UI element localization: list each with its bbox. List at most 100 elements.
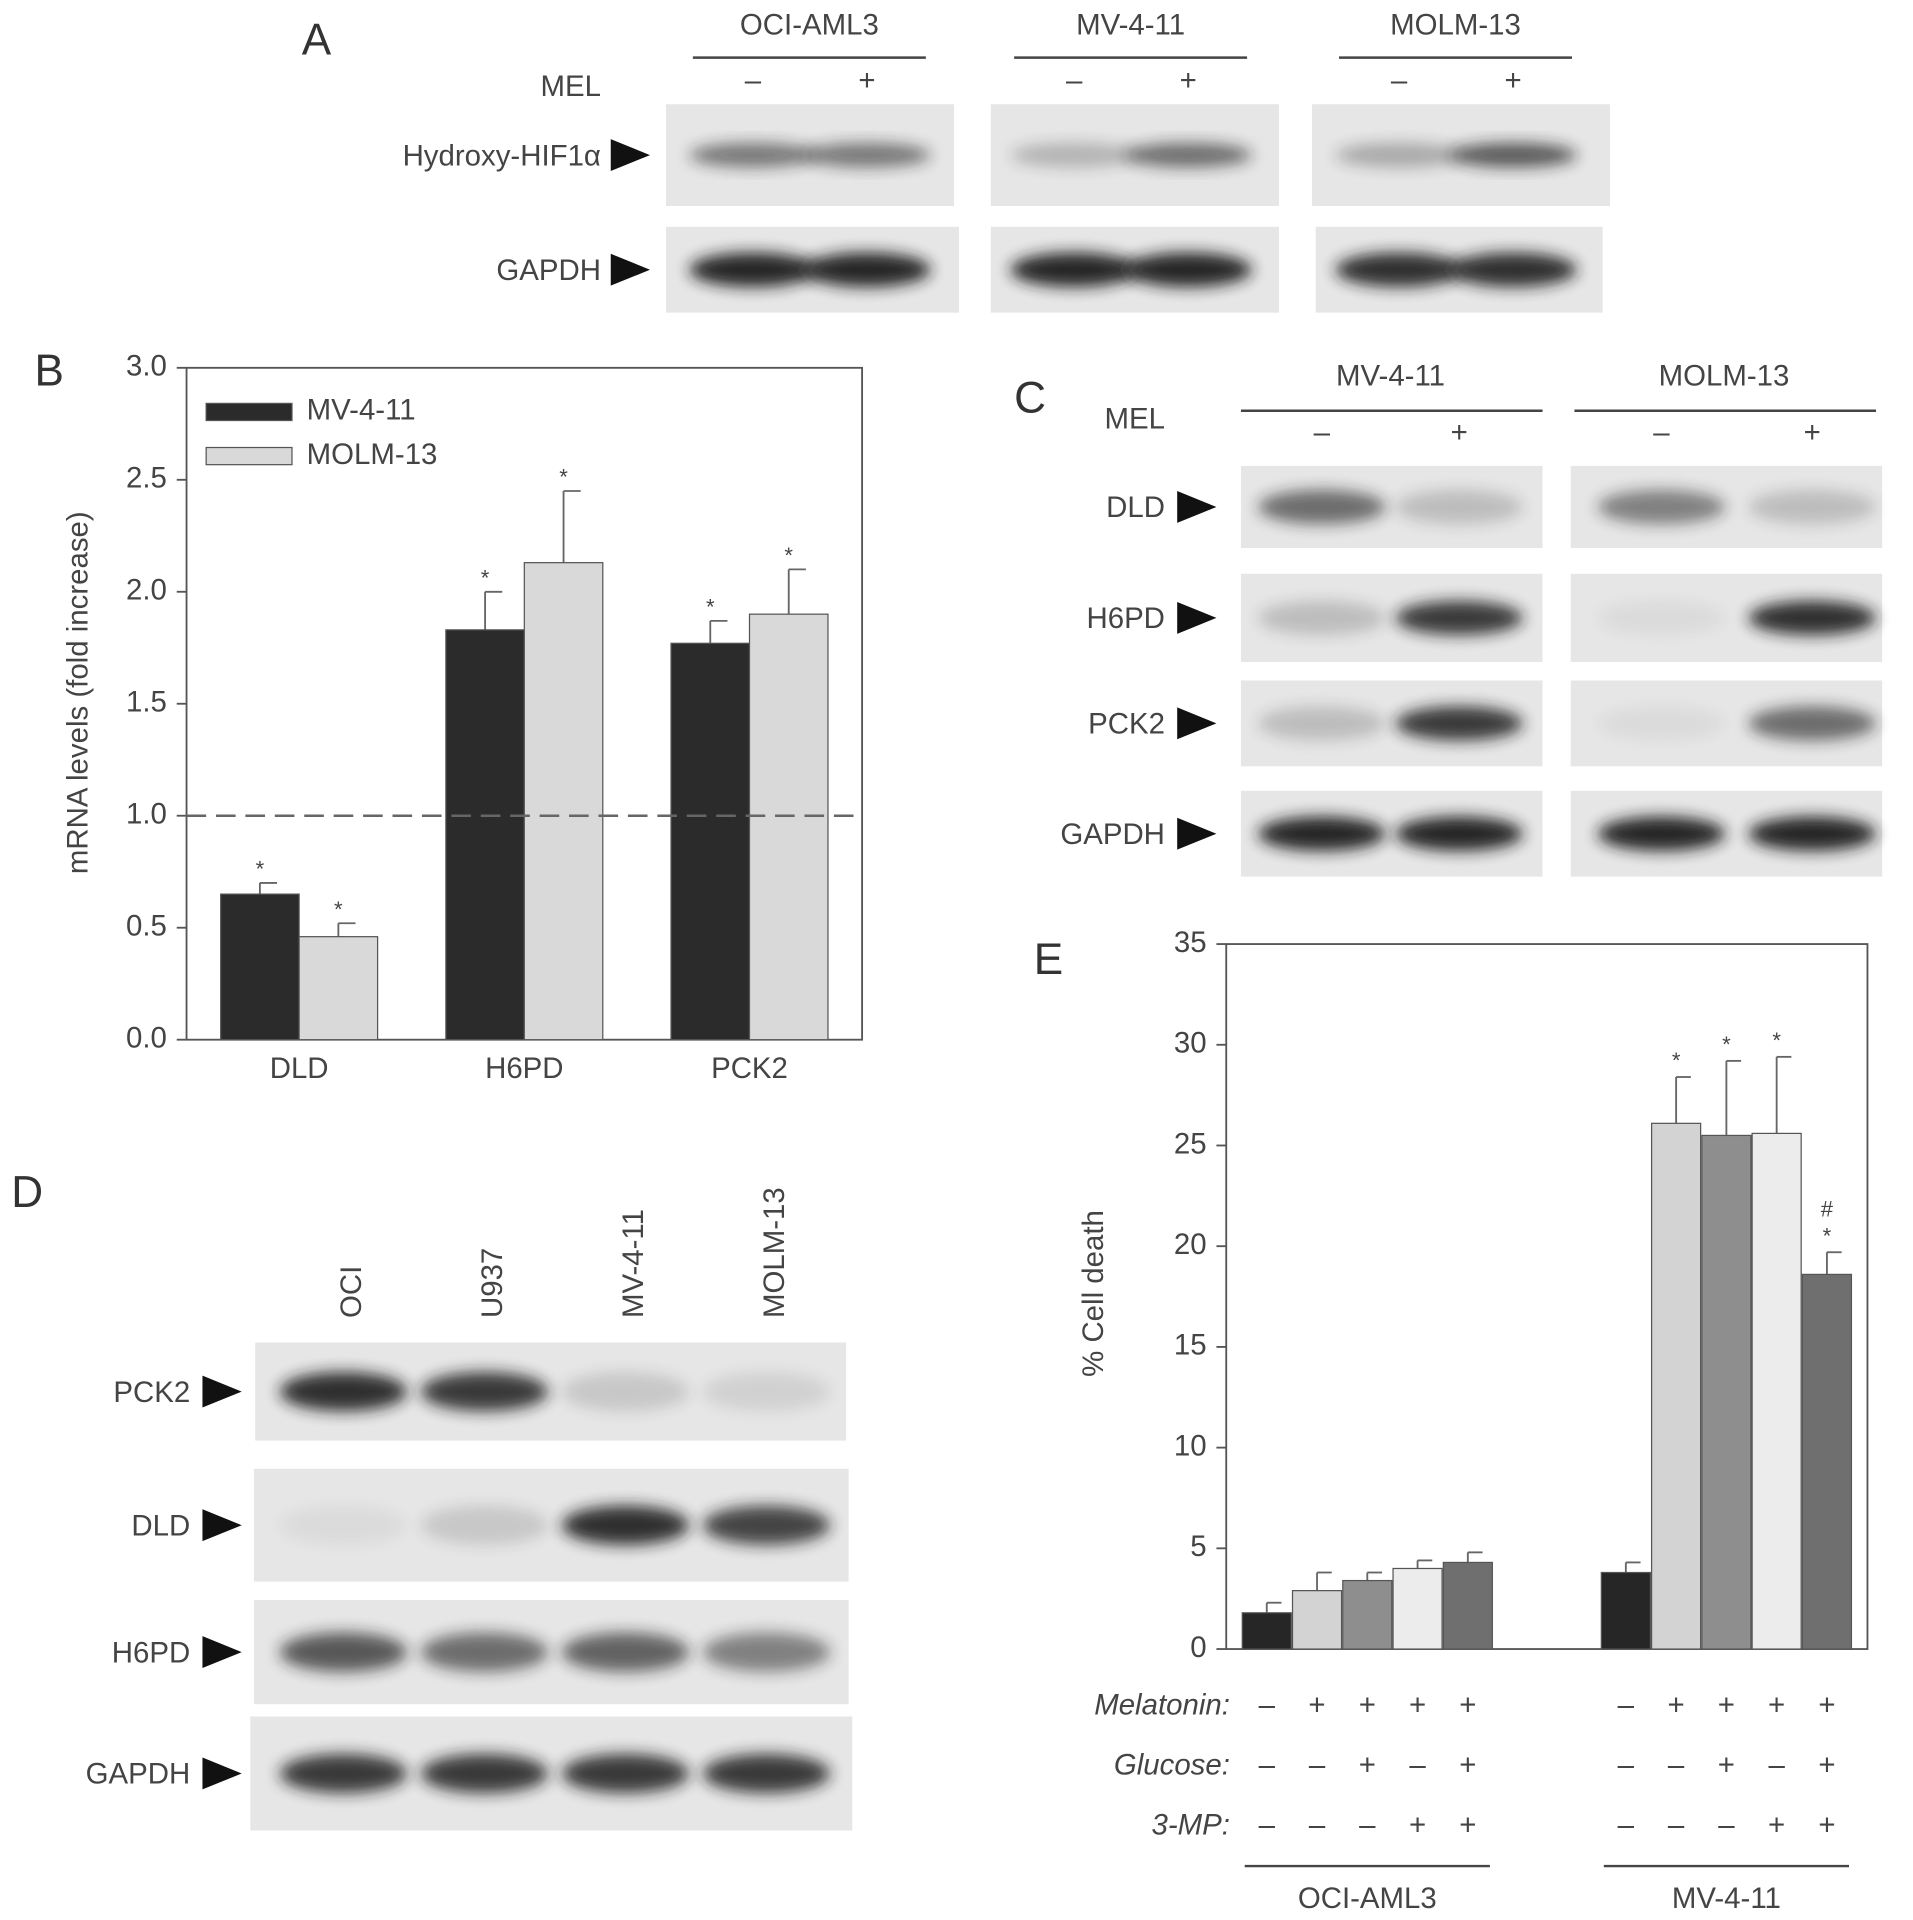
- band: [1258, 489, 1386, 525]
- y-tick-label: 0.0: [126, 1021, 167, 1054]
- arrow: [610, 253, 650, 286]
- condition-sign: –: [1618, 1809, 1635, 1842]
- lane-label: MOLM-13: [758, 1187, 791, 1318]
- band: [803, 142, 931, 168]
- band: [1335, 142, 1463, 168]
- condition-sign: +: [1359, 1749, 1376, 1782]
- group-label: MV-4-11: [1336, 359, 1445, 392]
- significance-mark: *: [559, 465, 568, 490]
- significance-mark: *: [256, 856, 265, 881]
- condition-label: 3-MP:: [1151, 1809, 1229, 1842]
- row-label: H6PD: [112, 1636, 190, 1669]
- bar: [670, 642, 751, 1041]
- legend-swatch: [205, 446, 293, 466]
- arrow: [1177, 707, 1217, 740]
- arrow: [202, 1636, 242, 1669]
- band: [689, 252, 817, 287]
- condition-sign: –: [1309, 1809, 1326, 1842]
- condition-sign: –: [1768, 1749, 1785, 1782]
- condition-sign: –: [1259, 1749, 1276, 1782]
- condition-sign: +: [1459, 1809, 1476, 1842]
- treatment-sign: +: [1180, 64, 1197, 97]
- y-tick-label: 5: [1190, 1530, 1206, 1563]
- bar: [1650, 1122, 1702, 1650]
- band: [702, 1505, 831, 1545]
- significance-mark: *: [481, 565, 490, 590]
- treatment-sign: –: [745, 64, 762, 97]
- bar: [445, 629, 525, 1041]
- band: [279, 1632, 408, 1672]
- x-tick-label: H6PD: [485, 1052, 563, 1085]
- band: [1010, 142, 1138, 168]
- band: [702, 1632, 831, 1672]
- bar: [523, 562, 604, 1041]
- bar: [1241, 1612, 1292, 1650]
- band: [1258, 600, 1386, 636]
- band: [1258, 816, 1386, 851]
- treatment-label: MEL: [1104, 402, 1164, 435]
- band: [1597, 816, 1726, 851]
- x-tick-label: PCK2: [711, 1052, 788, 1085]
- band: [420, 1632, 549, 1672]
- row-label: GAPDH: [1060, 818, 1165, 851]
- significance-mark: *: [706, 594, 715, 619]
- condition-sign: –: [1618, 1749, 1635, 1782]
- row-label: PCK2: [113, 1376, 190, 1409]
- band: [1124, 252, 1252, 287]
- bar: [1600, 1571, 1651, 1650]
- legend-label: MOLM-13: [307, 438, 438, 471]
- band: [1748, 706, 1877, 741]
- significance-mark: #: [1821, 1196, 1834, 1221]
- band: [420, 1505, 549, 1545]
- band: [1395, 706, 1523, 741]
- bar: [220, 893, 300, 1041]
- condition-sign: –: [1618, 1688, 1635, 1721]
- condition-sign: +: [1718, 1688, 1735, 1721]
- condition-sign: –: [1668, 1809, 1685, 1842]
- bar: [1392, 1567, 1443, 1650]
- condition-sign: +: [1818, 1749, 1835, 1782]
- y-tick-label: 1.0: [126, 797, 167, 830]
- treatment-sign: –: [1653, 416, 1670, 449]
- treatment-sign: –: [1066, 64, 1083, 97]
- band: [561, 1753, 690, 1794]
- condition-label: Melatonin:: [1094, 1688, 1230, 1721]
- y-tick-label: 1.5: [126, 686, 167, 719]
- row-label: GAPDH: [86, 1758, 191, 1791]
- y-axis-label: mRNA levels (fold increase): [62, 511, 95, 874]
- arrow: [202, 1509, 242, 1542]
- row-label: DLD: [1106, 491, 1165, 524]
- condition-sign: +: [1768, 1809, 1785, 1842]
- treatment-sign: +: [858, 64, 875, 97]
- panel-letter: B: [35, 347, 64, 396]
- band: [561, 1505, 690, 1545]
- bar: [1751, 1132, 1802, 1650]
- panel-letter: D: [11, 1168, 43, 1217]
- bar: [1442, 1561, 1493, 1650]
- band: [1335, 252, 1463, 287]
- condition-sign: +: [1459, 1688, 1476, 1721]
- y-axis-label: % Cell death: [1077, 1210, 1110, 1377]
- x-tick-label: DLD: [270, 1052, 329, 1085]
- band: [420, 1371, 549, 1412]
- condition-sign: +: [1768, 1688, 1785, 1721]
- significance-mark: *: [1672, 1048, 1681, 1073]
- condition-sign: +: [1359, 1688, 1376, 1721]
- y-tick-label: 20: [1174, 1228, 1207, 1261]
- lane-label: MV-4-11: [617, 1209, 650, 1318]
- legend-label: MV-4-11: [307, 394, 416, 427]
- band: [689, 142, 817, 168]
- band: [1124, 142, 1252, 168]
- y-tick-label: 0: [1190, 1631, 1206, 1664]
- condition-sign: –: [1359, 1809, 1376, 1842]
- treatment-sign: +: [1505, 64, 1522, 97]
- treatment-sign: +: [1451, 416, 1468, 449]
- band: [279, 1371, 408, 1412]
- band: [803, 252, 931, 287]
- bar: [748, 613, 829, 1041]
- group-label: OCI-AML3: [740, 9, 879, 42]
- band: [1597, 600, 1726, 636]
- band: [1395, 600, 1523, 636]
- row-label: GAPDH: [496, 254, 601, 287]
